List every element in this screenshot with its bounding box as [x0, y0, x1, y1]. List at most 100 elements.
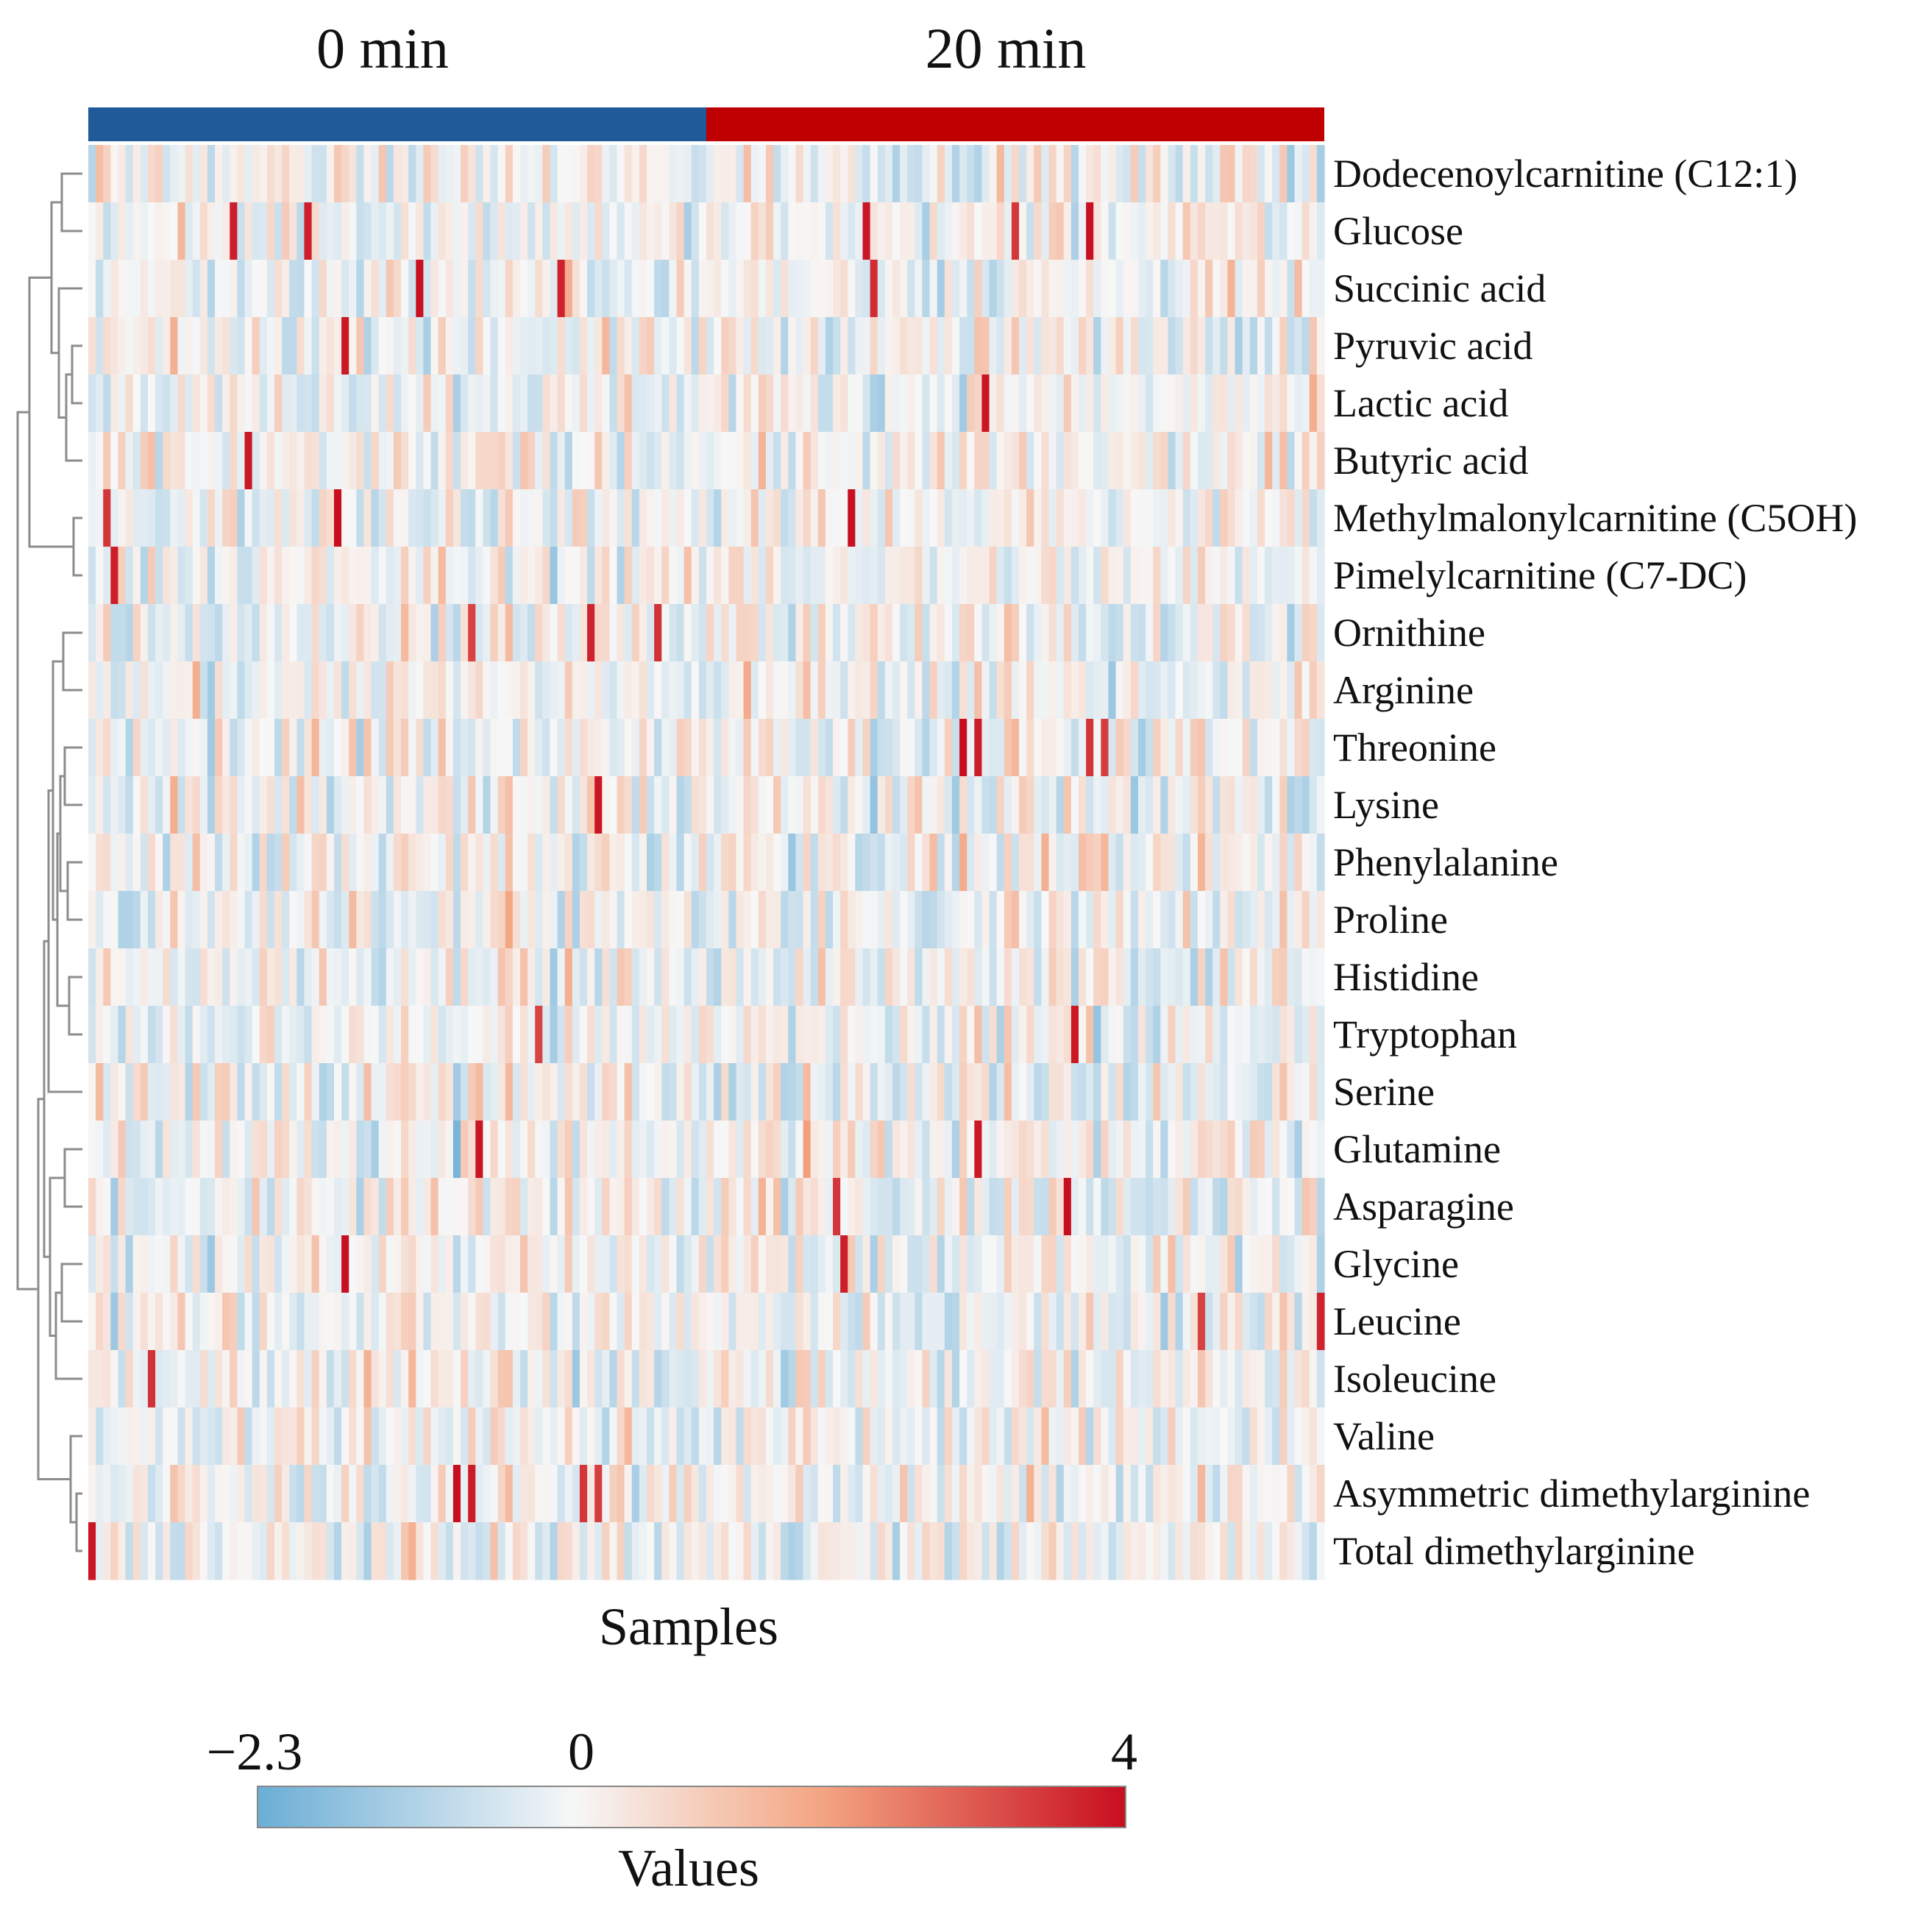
heatmap-cell	[1227, 1235, 1236, 1293]
heatmap-cell	[1041, 891, 1050, 949]
heatmap-cell	[468, 1350, 476, 1408]
heatmap-cell	[349, 374, 357, 433]
heatmap-cell	[1205, 776, 1213, 834]
heatmap-cell	[230, 1293, 238, 1351]
heatmap-cell	[341, 891, 349, 949]
heatmap-cell	[371, 776, 380, 834]
heatmap-cell	[587, 547, 595, 605]
heatmap-cell	[1242, 719, 1251, 777]
heatmap-cell	[363, 1293, 372, 1351]
heatmap-cell	[996, 1350, 1005, 1408]
heatmap-cell	[461, 834, 469, 892]
heatmap-cell	[512, 948, 521, 1006]
heatmap-cell	[862, 1407, 871, 1466]
heatmap-cell	[483, 1121, 491, 1179]
colorbar-tick-min: −2.3	[207, 1722, 303, 1781]
heatmap-cell	[877, 1350, 886, 1408]
heatmap-cell	[877, 604, 886, 662]
heatmap-cell	[319, 489, 327, 547]
heatmap-cell	[817, 374, 826, 433]
heatmap-cell	[550, 547, 558, 605]
heatmap-cell	[356, 374, 365, 433]
heatmap-cell	[103, 661, 111, 720]
heatmap-cell	[795, 1465, 804, 1523]
heatmap-cell	[259, 1178, 268, 1236]
heatmap-cell	[654, 1293, 662, 1351]
heatmap-cell	[333, 661, 342, 720]
heatmap-cell	[855, 317, 864, 375]
heatmap-cell	[862, 1178, 871, 1236]
heatmap-cell	[1168, 604, 1176, 662]
heatmap-cell	[483, 1178, 491, 1236]
heatmap-cell	[237, 1121, 246, 1179]
heatmap-cell	[96, 1178, 104, 1236]
heatmap-cell	[781, 374, 789, 433]
heatmap-cell	[1272, 776, 1280, 834]
heatmap-cell	[884, 661, 893, 720]
heatmap-cell	[967, 202, 975, 260]
heatmap-cell	[892, 776, 901, 834]
heatmap-cell	[743, 891, 752, 949]
heatmap-cell	[557, 661, 566, 720]
heatmap-cell	[840, 432, 848, 490]
heatmap-cell	[884, 317, 893, 375]
heatmap-cell	[1079, 661, 1087, 720]
heatmap-cell	[1026, 1293, 1034, 1351]
colorbar-tick-zero: 0	[568, 1722, 594, 1781]
heatmap-cell	[862, 374, 871, 433]
heatmap-cell	[1182, 948, 1191, 1006]
heatmap-cell	[721, 145, 729, 203]
heatmap-cell	[1034, 317, 1043, 375]
heatmap-cell	[1309, 260, 1318, 318]
heatmap-cell	[1146, 1063, 1154, 1121]
heatmap-cell	[951, 1407, 960, 1466]
heatmap-cell	[1227, 834, 1236, 892]
heatmap-cell	[631, 1407, 640, 1466]
heatmap-cell	[177, 489, 186, 547]
heatmap-cell	[773, 202, 781, 260]
heatmap-cell	[1212, 604, 1221, 662]
heatmap-cell	[1108, 604, 1117, 662]
heatmap-cell	[1205, 145, 1213, 203]
heatmap-cell	[386, 604, 394, 662]
heatmap-cell	[222, 202, 230, 260]
heatmap-cell	[1301, 776, 1310, 834]
heatmap-cell	[937, 489, 945, 547]
heatmap-cell	[795, 834, 804, 892]
heatmap-cell	[110, 317, 119, 375]
heatmap-cell	[1272, 1235, 1280, 1293]
heatmap-cell	[266, 260, 275, 318]
heatmap-cell	[519, 891, 528, 949]
heatmap-cell	[639, 260, 647, 318]
heatmap-cell	[951, 1350, 960, 1408]
heatmap-cell	[1063, 145, 1072, 203]
heatmap-cell	[110, 260, 119, 318]
heatmap-cell	[691, 1063, 700, 1121]
heatmap-cell	[773, 719, 781, 777]
heatmap-cell	[333, 1522, 342, 1580]
heatmap-cell	[884, 1063, 893, 1121]
heatmap-cell	[1019, 1178, 1027, 1236]
heatmap-cell	[1257, 260, 1265, 318]
heatmap-cell	[937, 1522, 945, 1580]
heatmap-cell	[386, 1407, 394, 1466]
heatmap-cell	[1160, 1522, 1169, 1580]
heatmap-cell	[1287, 1350, 1296, 1408]
heatmap-cell	[750, 1465, 759, 1523]
heatmap-cell	[758, 489, 767, 547]
heatmap-cell	[222, 948, 230, 1006]
heatmap-cell	[907, 948, 915, 1006]
heatmap-cell	[445, 834, 454, 892]
heatmap-cell	[542, 1121, 551, 1179]
heatmap-cell	[1041, 432, 1050, 490]
heatmap-cell	[743, 202, 752, 260]
heatmap-cell	[349, 1522, 357, 1580]
heatmap-cell	[207, 1407, 216, 1466]
heatmap-cell	[1115, 145, 1124, 203]
heatmap-cell	[706, 719, 714, 777]
heatmap-cell	[1309, 776, 1318, 834]
heatmap-cell	[714, 604, 722, 662]
heatmap-cell	[1019, 1121, 1027, 1179]
heatmap-cell	[884, 948, 893, 1006]
heatmap-cell	[721, 1350, 729, 1408]
